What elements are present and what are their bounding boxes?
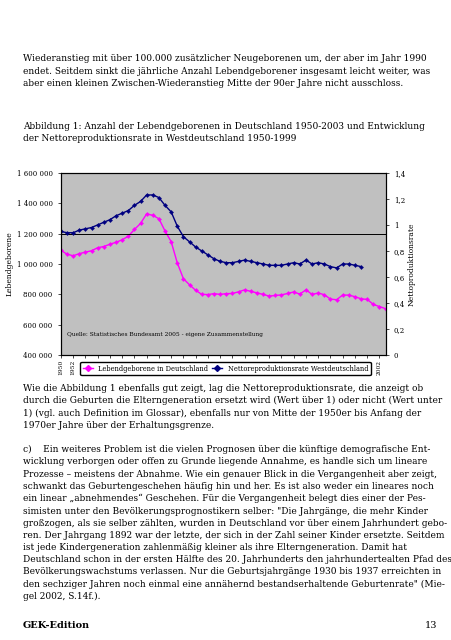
Text: Abbildung 1: Anzahl der Lebendgeborenen in Deutschland 1950-2003 und Entwicklung: Abbildung 1: Anzahl der Lebendgeborenen …: [23, 122, 424, 143]
Text: Wiederanstieg mit über 100.000 zusätzlicher Neugeborenen um, der aber im Jahr 19: Wiederanstieg mit über 100.000 zusätzlic…: [23, 54, 430, 88]
Y-axis label: Lebendgeborene: Lebendgeborene: [6, 232, 14, 296]
Text: Wie die Abbildung 1 ebenfalls gut zeigt, lag die Nettoreproduktionsrate, die anz: Wie die Abbildung 1 ebenfalls gut zeigt,…: [23, 384, 451, 601]
Y-axis label: Nettoproduktionsrate: Nettoproduktionsrate: [408, 222, 416, 306]
Legend: Lebendgeborene in Deutschland, Nettoreproduktionsrate Westdeutschland: Lebendgeborene in Deutschland, Nettorepr…: [80, 362, 371, 375]
Text: GEK-Edition: GEK-Edition: [23, 621, 90, 630]
Text: 13: 13: [425, 621, 437, 630]
Text: Quelle: Statistisches Bundesamt 2005 - eigene Zusammenstellung: Quelle: Statistisches Bundesamt 2005 - e…: [67, 332, 263, 337]
